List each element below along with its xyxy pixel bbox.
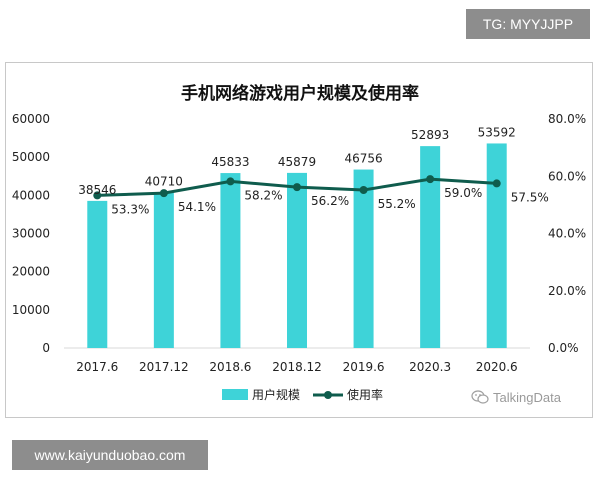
legend-bar-label: 用户规模 [252, 387, 300, 402]
y-right-tick-label: 40.0% [548, 227, 586, 241]
bar [486, 143, 507, 348]
bar-value-label: 40710 [145, 175, 183, 189]
watermark-text: TalkingData [493, 389, 561, 405]
telegram-badge: TG: MYYJJPP [466, 9, 590, 39]
y-left-tick-label: 30000 [12, 227, 50, 241]
y-left-tick-label: 10000 [12, 303, 50, 317]
bar-value-label: 53592 [478, 125, 516, 139]
bar [287, 172, 307, 348]
y-left-tick-label: 20000 [12, 265, 50, 279]
bar [353, 169, 374, 348]
x-tick-label: 2020.3 [409, 360, 451, 374]
x-tick-label: 2018.12 [272, 360, 322, 374]
line-point [226, 177, 235, 186]
line-point [159, 189, 168, 198]
bar-value-label: 52893 [411, 128, 449, 142]
line-point [426, 175, 435, 184]
line-value-label: 54.1% [178, 200, 216, 214]
line-value-label: 57.5% [511, 190, 549, 204]
y-left-tick-label: 60000 [12, 112, 50, 126]
legend-bar-swatch [222, 389, 248, 400]
line-point [93, 191, 102, 200]
line-value-label: 55.2% [378, 197, 416, 211]
line-value-label: 56.2% [311, 194, 349, 208]
line-point [492, 179, 501, 188]
y-left-tick-label: 0 [42, 341, 50, 355]
y-right-tick-label: 20.0% [548, 284, 586, 298]
line-value-label: 59.0% [444, 186, 482, 200]
bar-value-label: 46756 [344, 152, 382, 166]
y-right-tick-label: 60.0% [548, 169, 586, 183]
chart-title: 手机网络游戏用户规模及使用率 [181, 84, 419, 104]
bar [220, 173, 241, 348]
line-point [359, 185, 368, 194]
y-left-tick-label: 40000 [12, 188, 50, 202]
x-tick-label: 2019.6 [343, 360, 385, 374]
bar-value-label: 45879 [278, 155, 316, 169]
website-badge: www.kaiyunduobao.com [12, 440, 208, 470]
line-value-label: 58.2% [244, 188, 282, 202]
x-tick-label: 2017.12 [139, 360, 189, 374]
x-tick-label: 2018.6 [209, 360, 251, 374]
x-tick-label: 2020.6 [476, 360, 518, 374]
bar-value-label: 45833 [211, 155, 249, 169]
bar-value-label: 38546 [78, 183, 116, 197]
y-right-tick-label: 0.0% [548, 341, 579, 355]
x-tick-label: 2017.6 [76, 360, 118, 374]
line-value-label: 53.3% [111, 202, 149, 216]
legend-line-marker [324, 391, 332, 399]
line-point [293, 183, 301, 192]
bar [87, 200, 108, 348]
wechat-icon [471, 390, 489, 404]
legend-line-label: 使用率 [347, 387, 383, 402]
y-right-tick-label: 80.0% [548, 112, 586, 126]
y-left-tick-label: 50000 [12, 150, 50, 164]
bar [420, 146, 441, 348]
bar [153, 192, 174, 348]
watermark: TalkingData [471, 388, 561, 406]
